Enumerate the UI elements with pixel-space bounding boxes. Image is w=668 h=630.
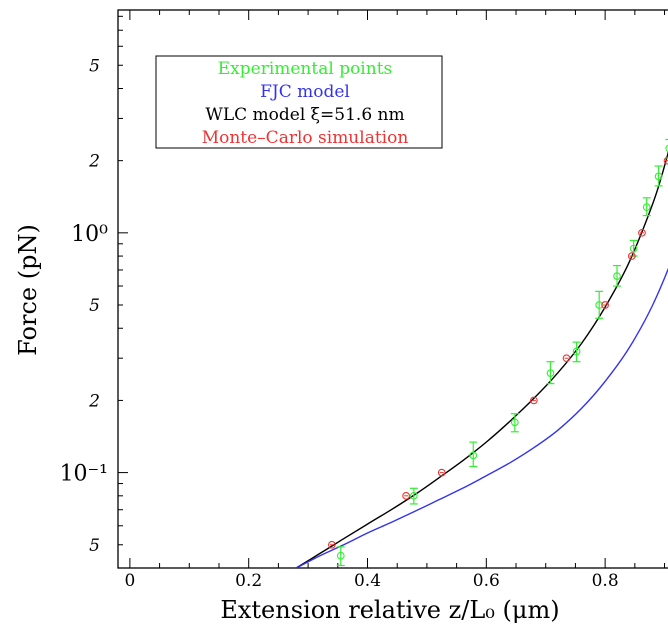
experimental-point [510, 413, 519, 433]
y-tick-label: 10⁻¹ [60, 462, 108, 487]
experimental-point [546, 361, 555, 385]
experimental-point [572, 341, 581, 363]
legend-entry-wlc: WLC model ξ=51.6 nm [205, 105, 404, 125]
x-tick-label: 0.6 [473, 571, 500, 591]
experimental-marker [613, 272, 621, 280]
experimental-marker [654, 172, 663, 181]
monte-carlo-marker [328, 540, 336, 549]
fjc-model-line [295, 267, 668, 568]
x-tick-label: 0 [124, 571, 135, 591]
experimental-marker [572, 347, 581, 356]
experimental-point [595, 290, 604, 319]
experimental-marker [409, 491, 418, 500]
y-tick-label: 2 [88, 391, 100, 411]
experimental-marker [665, 144, 668, 153]
experimental-marker [642, 203, 651, 211]
legend-entry-monte-carlo: Monte–Carlo simulation [202, 128, 409, 148]
monte-carlo-point [562, 354, 571, 363]
experimental-point [409, 487, 418, 505]
experimental-marker [510, 418, 519, 427]
experimental-point [336, 546, 345, 567]
plot-frame [117, 9, 668, 569]
monte-carlo-marker [628, 252, 636, 260]
monte-carlo-marker [529, 396, 538, 405]
experimental-point [654, 165, 663, 187]
x-tick-label: 0.2 [235, 571, 262, 591]
experimental-marker [629, 244, 638, 253]
axis-ticks [118, 10, 666, 569]
monte-carlo-point [601, 301, 609, 309]
experimental-marker [546, 369, 555, 377]
x-tick-label: 0.8 [592, 571, 619, 591]
y-tick-label: 2 [88, 152, 100, 172]
monte-carlo-point [402, 491, 410, 500]
monte-carlo-point [628, 252, 636, 260]
x-axis-label: Extension relative z/L₀ (μm) [220, 596, 559, 624]
legend-box [155, 55, 443, 149]
monte-carlo-marker [402, 491, 410, 500]
wlc-model-line [295, 150, 668, 568]
y-axis-label: Force (pN) [14, 224, 42, 356]
experimental-marker [469, 451, 478, 460]
experimental-point [613, 265, 622, 287]
monte-carlo-point [328, 540, 336, 549]
experimental-marker [336, 551, 345, 560]
monte-carlo-marker [601, 301, 609, 309]
legend-entry-experimental: Experimental points [218, 59, 393, 79]
y-tick-label: 5 [89, 296, 100, 316]
monte-carlo-point [529, 396, 538, 405]
y-tick-label: 5 [89, 56, 100, 76]
experimental-point [642, 197, 651, 217]
y-tick-label: 5 [89, 536, 100, 556]
monte-carlo-point [437, 468, 446, 477]
x-tick-label: 0.4 [354, 571, 381, 591]
monte-carlo-marker [437, 468, 446, 477]
monte-carlo-point [638, 228, 646, 237]
monte-carlo-marker [562, 354, 571, 363]
data-points [328, 138, 668, 567]
legend-entry-fjc: FJC model [260, 82, 350, 102]
legend: Experimental points FJC model WLC model … [155, 55, 443, 149]
tick-labels: 0 0.2 0.4 0.6 0.8 5 10⁻¹ 2 5 10⁰ 2 5 [60, 56, 619, 591]
model-curves [295, 150, 668, 568]
experimental-point [665, 138, 668, 159]
y-tick-label: 10⁰ [71, 222, 108, 247]
experimental-marker [595, 301, 604, 309]
experimental-point [469, 441, 478, 468]
monte-carlo-marker [638, 228, 646, 237]
